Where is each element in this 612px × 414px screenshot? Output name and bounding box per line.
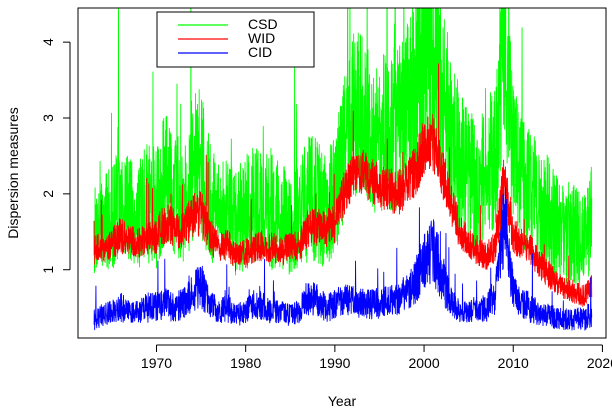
x-axis: 1970 1980 1990 2000 2010 2020 [141, 344, 612, 371]
y-axis: 1 2 3 4 [40, 38, 71, 274]
series-line-cid [93, 186, 593, 331]
legend-label-wid: WID [248, 30, 275, 46]
legend-label-csd: CSD [248, 16, 278, 32]
legend-label-cid: CID [248, 44, 272, 60]
y-axis-label: Dispersion measures [5, 107, 21, 239]
series-line-csd [93, 8, 593, 287]
x-tick-label: 2010 [498, 355, 529, 371]
x-axis-label: Year [328, 393, 357, 409]
x-tick-label: 1990 [319, 355, 350, 371]
series-line-wid [93, 63, 593, 307]
y-tick-label: 1 [40, 266, 56, 274]
x-tick-label: 2020 [587, 355, 612, 371]
series-layer [93, 8, 593, 331]
y-tick-label: 3 [40, 114, 56, 122]
x-tick-label: 1970 [141, 355, 172, 371]
plot-frame [77, 7, 607, 339]
x-tick-label: 2000 [408, 355, 439, 371]
x-tick-label: 1980 [230, 355, 261, 371]
y-tick-label: 4 [40, 38, 56, 46]
y-tick-label: 2 [40, 190, 56, 198]
